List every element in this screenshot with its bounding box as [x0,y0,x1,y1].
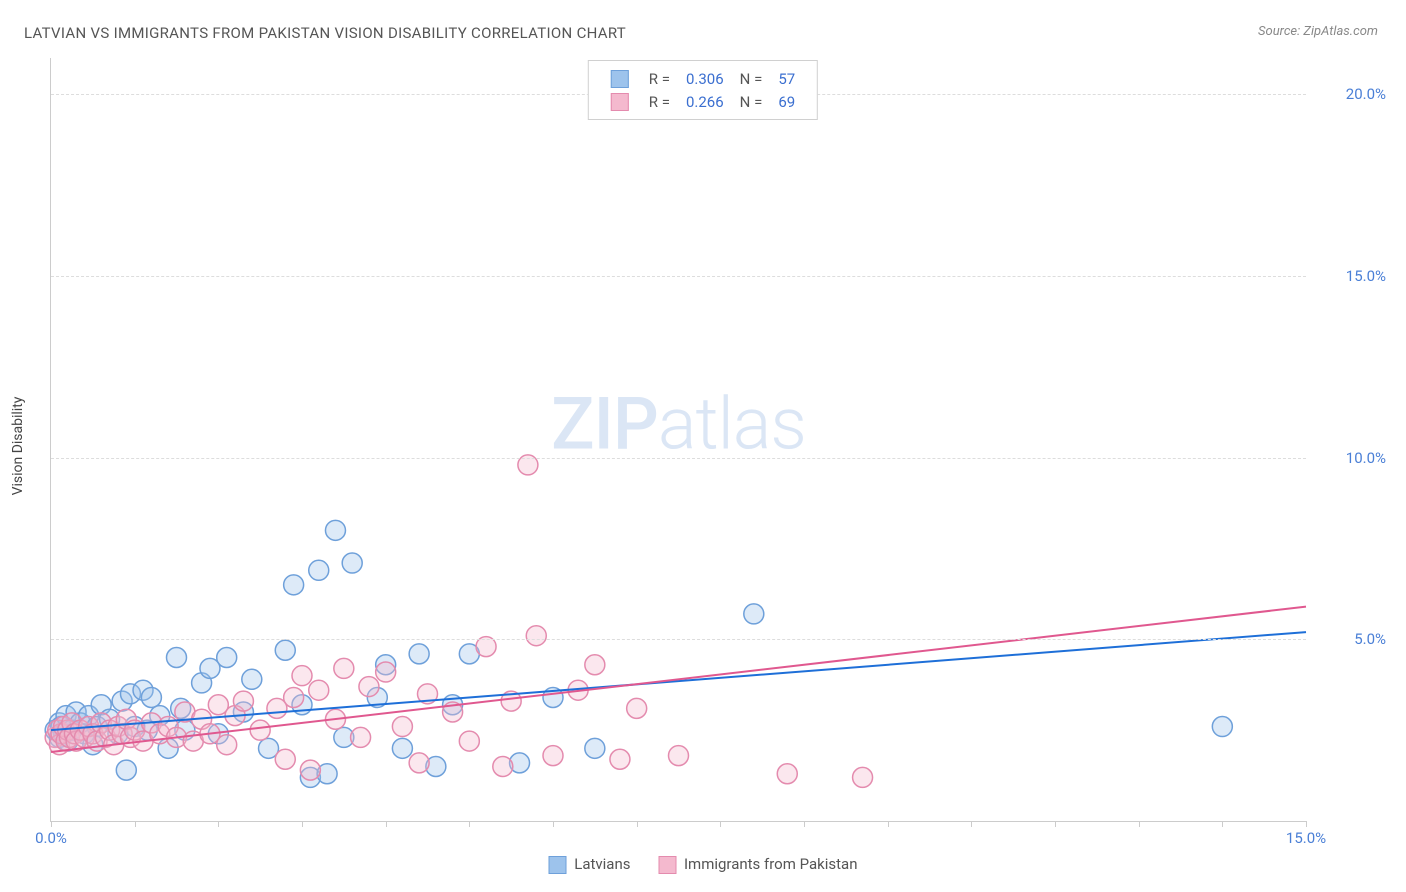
x-tick-mark [553,821,554,827]
scatter-point [669,746,689,766]
scatter-point [627,698,647,718]
scatter-point [392,738,412,758]
scatter-chart [51,58,1306,821]
scatter-point [543,746,563,766]
scatter-point [167,648,187,668]
x-tick-mark [51,821,52,827]
scatter-point [1212,717,1232,737]
scatter-point [359,677,379,697]
scatter-point [459,731,479,751]
y-tick-label: 20.0% [1316,85,1386,103]
legend-item-pakistan: Immigrants from Pakistan [658,855,857,874]
scatter-point [777,764,797,784]
scatter-point [275,640,295,660]
scatter-point [342,553,362,573]
scatter-point [242,669,262,689]
x-tick-mark [135,821,136,827]
legend-row-latvians: R = 0.306 N = 57 [603,67,803,90]
swatch-bottom-latvians [549,856,567,874]
x-tick-mark [218,821,219,827]
x-tick-mark [720,821,721,827]
chart-title: LATVIAN VS IMMIGRANTS FROM PAKISTAN VISI… [24,24,626,42]
scatter-point [585,655,605,675]
scatter-point [585,738,605,758]
x-tick-mark [1222,821,1223,827]
x-tick-mark [888,821,889,827]
scatter-point [284,575,304,595]
source-attribution: Source: ZipAtlas.com [1258,24,1378,39]
scatter-point [351,727,371,747]
scatter-point [325,520,345,540]
scatter-point [233,691,253,711]
scatter-point [409,644,429,664]
scatter-point [744,604,764,624]
scatter-point [275,749,295,769]
legend-item-latvians: Latvians [549,855,631,874]
scatter-point [526,626,546,646]
scatter-point [217,648,237,668]
scatter-point [217,735,237,755]
r-label-1: R = [641,90,678,113]
scatter-point [409,753,429,773]
correlation-legend: R = 0.306 N = 57 R = 0.266 N = 69 [588,60,818,120]
series-legend: Latvians Immigrants from Pakistan [537,855,870,874]
scatter-point [376,662,396,682]
y-axis-label: Vision Disability [10,397,26,496]
r-value-1: 0.266 [678,90,732,113]
n-label-1: N = [732,90,771,113]
scatter-point [292,666,312,686]
legend-row-pakistan: R = 0.266 N = 69 [603,90,803,113]
x-tick-mark [1306,821,1307,827]
scatter-point [309,680,329,700]
x-tick-mark [469,821,470,827]
y-tick-label: 15.0% [1316,267,1386,285]
swatch-bottom-pakistan [658,856,676,874]
plot-area: ZIPatlas 5.0%10.0%15.0%20.0%0.0%15.0% [50,58,1306,822]
n-value-1: 69 [770,90,803,113]
scatter-point [392,717,412,737]
gridline [51,639,1306,640]
x-tick-label: 15.0% [1286,829,1326,847]
swatch-latvians [611,70,629,88]
x-tick-mark [804,821,805,827]
x-tick-mark [1139,821,1140,827]
gridline [51,276,1306,277]
x-tick-mark [637,821,638,827]
swatch-pakistan [611,93,629,111]
scatter-point [493,757,513,777]
r-value-0: 0.306 [678,67,732,90]
scatter-point [141,687,161,707]
legend-label-1: Immigrants from Pakistan [684,855,858,873]
scatter-point [284,687,304,707]
r-label-0: R = [641,67,678,90]
scatter-point [300,760,320,780]
y-tick-label: 5.0% [1316,630,1386,648]
y-tick-label: 10.0% [1316,449,1386,467]
n-value-0: 57 [770,67,803,90]
x-tick-mark [1055,821,1056,827]
x-tick-mark [386,821,387,827]
gridline [51,458,1306,459]
x-tick-mark [971,821,972,827]
n-label-0: N = [732,67,771,90]
scatter-point [309,560,329,580]
scatter-point [853,767,873,787]
scatter-point [334,658,354,678]
trend-line [51,632,1306,730]
scatter-point [116,760,136,780]
scatter-point [610,749,630,769]
trend-line [51,607,1306,752]
scatter-point [250,720,270,740]
x-tick-label: 0.0% [35,829,67,847]
x-tick-mark [302,821,303,827]
legend-label-0: Latvians [574,855,630,873]
